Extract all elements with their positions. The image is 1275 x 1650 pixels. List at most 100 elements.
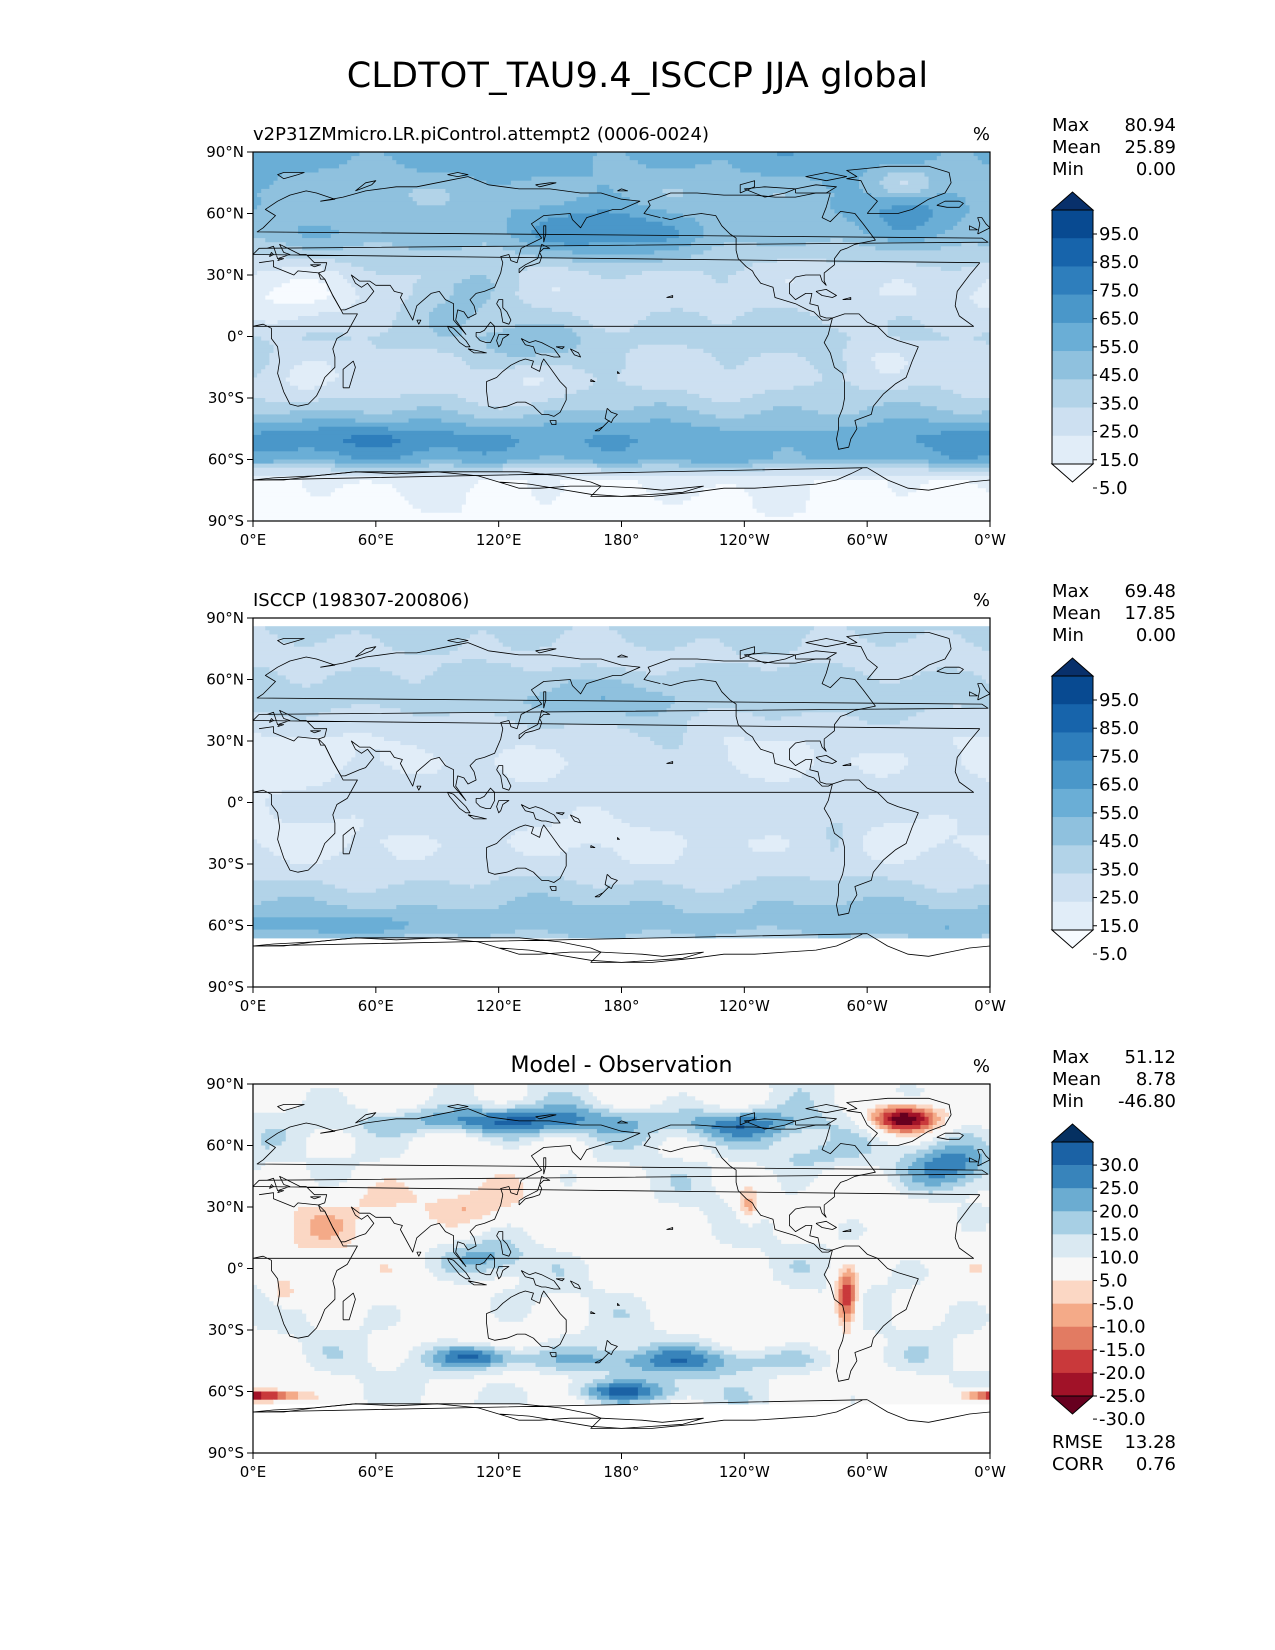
colorbar-segment	[1052, 1326, 1093, 1351]
y-tick-label: 30°N	[206, 266, 244, 284]
coastline	[59, 185, 100, 193]
colorbar-label: -20.0	[1099, 1363, 1146, 1384]
colorbar-label: 30.0	[1099, 1155, 1139, 1176]
coastline	[842, 1229, 852, 1232]
colorbar-segment	[1052, 1188, 1093, 1212]
coastline	[0, 643, 251, 801]
coastline	[846, 1097, 952, 1146]
coastline	[617, 1303, 620, 1306]
coastline	[233, 1158, 241, 1162]
colorbar-label: -25.0	[1099, 1386, 1146, 1407]
y-tick-label: 30°N	[206, 732, 244, 750]
x-tick-label: 120°W	[719, 1463, 770, 1481]
coastline	[617, 837, 620, 840]
x-tick-label: 60°W	[846, 997, 888, 1015]
colorbar-extend-min	[1050, 1395, 1095, 1415]
coastline	[555, 1278, 565, 1282]
coastline	[535, 182, 557, 188]
y-tick-label: 0°	[227, 1260, 244, 1278]
colorbar-label: 45.0	[1099, 831, 1139, 852]
colorbar-label: 85.0	[1099, 718, 1139, 739]
coastline	[594, 886, 610, 898]
panel-center-title: Model - Observation	[511, 1053, 733, 1078]
colorbar-segment	[1052, 1211, 1093, 1235]
stat-label: Mean	[1052, 603, 1101, 624]
filled-contour-field	[253, 626, 990, 939]
colorbar-segment	[1052, 901, 1093, 931]
coastline	[969, 225, 978, 231]
coastline	[447, 638, 469, 643]
coastline	[79, 289, 100, 297]
y-tick-label: 30°S	[208, 389, 244, 407]
coastline	[475, 1253, 496, 1276]
coastline	[977, 217, 990, 235]
coastline	[485, 824, 567, 883]
coastline	[253, 933, 868, 963]
coastline	[590, 845, 596, 848]
coastline	[416, 319, 422, 325]
coastline	[277, 258, 285, 261]
coastline	[666, 295, 674, 298]
coastline	[87, 314, 181, 449]
y-tick-label: 60°N	[206, 205, 244, 223]
colorbar-segment	[1052, 238, 1093, 267]
coastline	[969, 691, 978, 697]
coastlines	[3, 1097, 990, 1429]
colorbar-segment	[1052, 351, 1093, 380]
coastline	[543, 1157, 547, 1175]
coastline	[543, 225, 547, 243]
coastline	[543, 691, 547, 709]
colorbar-segment	[1052, 788, 1093, 818]
coastline	[110, 632, 214, 679]
stat-value: -46.80	[1118, 1091, 1176, 1112]
colorbar-segment	[1052, 1165, 1093, 1189]
coastline	[520, 338, 561, 358]
colorbar-segment	[1052, 1372, 1093, 1397]
colorbar-segment	[1052, 379, 1093, 408]
units-label: %	[973, 590, 990, 611]
coastline	[496, 765, 512, 791]
x-tick-label: 120°E	[476, 531, 522, 549]
colorbar-segment	[1052, 1234, 1093, 1258]
colorbar: 95.0 85.0 75.0 65.0 55.0 45.0 35.0 25.0 15.0 5.0	[1050, 191, 1139, 499]
coastline	[253, 937, 704, 963]
coastline	[846, 165, 952, 214]
colorbar-segment	[1052, 817, 1093, 846]
stat-value: 0.00	[1136, 159, 1176, 180]
coastline	[447, 1104, 469, 1109]
coastline	[936, 1132, 964, 1140]
coastline	[59, 1117, 100, 1125]
map-panel-1: 0°E 60°E 120°E 180° 120°W 60°W 0°W 90°N 60°N 30°N…	[0, 115, 1176, 549]
map-panel-3: 0°E 60°E 120°E 180° 120°W 60°W 0°W 90°N 60°N 30°N…	[3, 1047, 1176, 1481]
colorbar-label: 25.0	[1099, 422, 1139, 443]
y-tick-label: 60°N	[206, 1137, 244, 1155]
coastline	[805, 638, 848, 648]
stat-label: Max	[1052, 115, 1090, 136]
coastline	[0, 177, 251, 335]
coastline	[342, 826, 356, 855]
x-tick-label: 0°W	[974, 1463, 1006, 1481]
colorbar-label: 65.0	[1099, 775, 1139, 796]
coastline	[110, 166, 214, 213]
colorbar-extend-max	[1050, 191, 1095, 211]
x-tick-label: 120°E	[476, 1463, 522, 1481]
colorbar-segment	[1052, 845, 1093, 874]
x-tick-label: 0°E	[240, 1463, 267, 1481]
coastline	[815, 1220, 837, 1230]
y-tick-label: 30°N	[206, 1198, 244, 1216]
coastline	[520, 804, 561, 824]
coastline	[0, 468, 130, 497]
coastline	[447, 791, 471, 814]
coastline	[233, 226, 241, 230]
coastline	[549, 420, 557, 426]
coastline	[866, 933, 990, 957]
coastline	[467, 1280, 487, 1286]
coastline	[823, 1245, 919, 1382]
coastline	[3, 1113, 17, 1125]
x-tick-label: 60°E	[358, 1463, 394, 1481]
coastline	[795, 650, 837, 660]
coastline	[496, 299, 512, 325]
colorbar-label: 45.0	[1099, 365, 1139, 386]
coastline	[866, 1399, 990, 1423]
colorbar-segment	[1052, 732, 1093, 761]
